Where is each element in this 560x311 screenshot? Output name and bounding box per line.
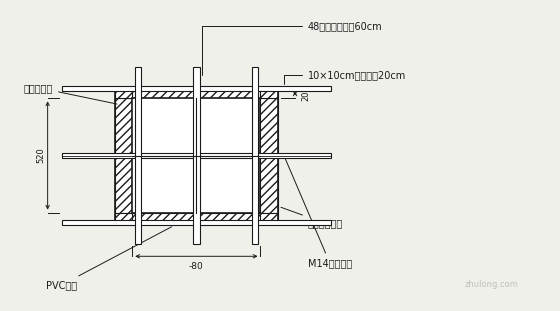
Bar [114, 212, 132, 222]
Bar [62, 220, 332, 225]
Bar [193, 67, 200, 244]
Bar [251, 67, 258, 244]
Text: -80: -80 [189, 262, 204, 271]
Bar [132, 212, 260, 222]
Bar [114, 89, 132, 99]
Bar [114, 99, 132, 212]
Text: zhulong.com: zhulong.com [465, 281, 519, 290]
Text: 竹胶合模板: 竹胶合模板 [24, 83, 117, 104]
Bar [260, 99, 278, 212]
Text: PVC护管: PVC护管 [46, 227, 172, 290]
Text: 10×10cm方木间距20cm: 10×10cm方木间距20cm [284, 70, 406, 84]
Bar [132, 99, 260, 212]
Bar [134, 67, 141, 244]
Text: 特制异形钢模: 特制异形钢模 [281, 207, 343, 228]
Bar [260, 89, 278, 99]
Bar [62, 86, 332, 91]
Bar [132, 89, 260, 99]
Text: 200: 200 [302, 86, 311, 101]
Bar [260, 212, 278, 222]
Text: 520: 520 [36, 148, 45, 163]
Text: 48钢管竖向间距60cm: 48钢管竖向间距60cm [202, 21, 382, 75]
Text: M14对拉螺杆: M14对拉螺杆 [285, 158, 352, 268]
Bar [62, 153, 332, 158]
